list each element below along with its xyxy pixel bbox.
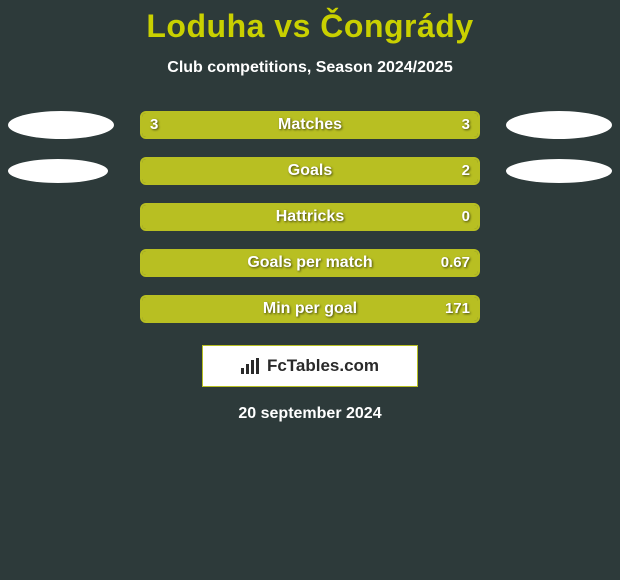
value-right: 0.67: [441, 249, 470, 277]
stat-row: 0Hattricks: [0, 203, 620, 231]
player-left-avatar: [8, 159, 108, 183]
stat-row: 33Matches: [0, 111, 620, 139]
bar-track: [140, 111, 480, 139]
bar-track: [140, 157, 480, 185]
page-subtitle: Club competitions, Season 2024/2025: [0, 59, 620, 77]
bar-track: [140, 295, 480, 323]
bar-right-fill: [310, 205, 478, 229]
page-title: Loduha vs Čongrády: [0, 0, 620, 45]
brand-badge[interactable]: FcTables.com: [202, 345, 418, 387]
player-left-avatar: [8, 111, 114, 139]
bar-left-fill: [142, 159, 243, 183]
bar-left-fill: [142, 297, 377, 321]
value-right: 171: [445, 295, 470, 323]
value-right: 3: [462, 111, 470, 139]
stat-row: 0.67Goals per match: [0, 249, 620, 277]
comparison-rows: 33Matches2Goals0Hattricks0.67Goals per m…: [0, 111, 620, 323]
bar-track: [140, 249, 480, 277]
player-right-avatar: [506, 111, 612, 139]
date-text: 20 september 2024: [0, 405, 620, 423]
bar-track: [140, 203, 480, 231]
value-right: 2: [462, 157, 470, 185]
bars-icon: [241, 358, 261, 374]
bar-left-fill: [142, 205, 310, 229]
bar-left-fill: [142, 113, 310, 137]
player-right-avatar: [506, 159, 612, 183]
bar-left-fill: [142, 251, 243, 275]
stat-row: 2Goals: [0, 157, 620, 185]
bar-right-fill: [310, 113, 478, 137]
brand-text: FcTables.com: [267, 356, 379, 376]
value-right: 0: [462, 203, 470, 231]
bar-right-fill: [243, 159, 478, 183]
value-left: 3: [150, 111, 158, 139]
stat-row: 171Min per goal: [0, 295, 620, 323]
